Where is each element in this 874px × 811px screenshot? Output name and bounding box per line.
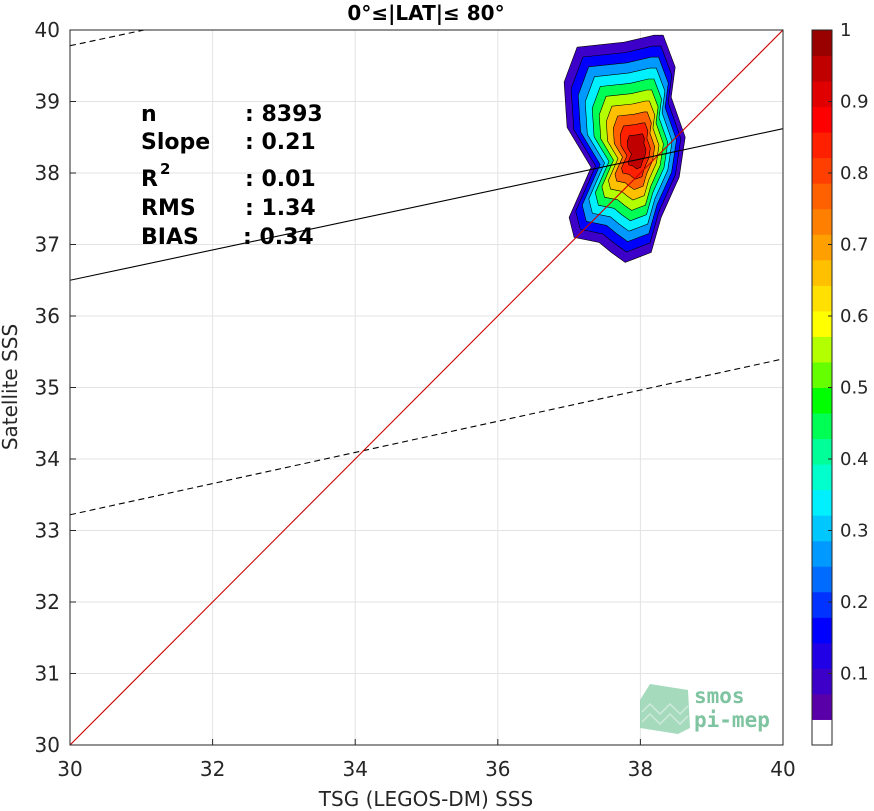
lower-envelope-line xyxy=(70,358,783,516)
colorbar-tick-label: 0.4 xyxy=(840,449,869,470)
colorbar-tick-label: 0.3 xyxy=(840,521,869,542)
contour-level xyxy=(626,133,647,170)
y-tick-label: 35 xyxy=(35,376,60,400)
x-tick-label: 36 xyxy=(485,757,510,781)
x-tick-label: 40 xyxy=(770,757,795,781)
reference-lines xyxy=(70,30,783,745)
y-tick-label: 39 xyxy=(35,90,60,114)
density-field xyxy=(563,34,686,263)
x-tick-label: 38 xyxy=(628,757,653,781)
colorbar-tick-label: 0.2 xyxy=(840,592,869,613)
stat-slope-label: Slope xyxy=(141,130,210,155)
density-contours xyxy=(563,34,686,263)
stat-rms-value: : 1.34 xyxy=(245,196,316,221)
colorbar-band xyxy=(812,208,832,235)
chart-title: 0°≤|LAT|≤ 80° xyxy=(347,1,504,25)
y-tick-label: 36 xyxy=(35,304,60,328)
colorbar-band xyxy=(812,336,832,363)
y-tick-label: 40 xyxy=(35,18,60,42)
stat-rms-label: RMS xyxy=(141,196,196,221)
x-tick-label: 34 xyxy=(342,757,367,781)
colorbar-band xyxy=(812,617,832,644)
y-tick-label: 31 xyxy=(35,662,60,686)
stat-bias-label: BIAS xyxy=(141,225,199,250)
stat-bias-value: : 0.34 xyxy=(243,225,314,250)
smos-pi-mep-logo: smos pi-mep xyxy=(640,684,770,734)
colorbar-tick-label: 0.5 xyxy=(840,378,869,399)
colorbar-band xyxy=(812,183,832,210)
colorbar-band xyxy=(812,668,832,695)
colorbar-band xyxy=(812,464,832,491)
stat-r2-label: R xyxy=(141,167,158,192)
colorbar-band xyxy=(812,361,832,388)
colorbar-tick-label: 1 xyxy=(840,20,851,41)
colorbar-band xyxy=(812,540,832,567)
stat-slope-value: : 0.21 xyxy=(245,130,316,155)
colorbar-tick-label: 0.9 xyxy=(840,92,869,113)
y-axis-ticks: 30 31 32 33 34 35 36 37 38 39 40 xyxy=(35,18,76,757)
stat-r2-superscript: 2 xyxy=(160,160,170,178)
colorbar-band xyxy=(812,234,832,261)
y-tick-label: 30 xyxy=(35,733,60,757)
colorbar-band xyxy=(812,81,832,108)
colorbar-band xyxy=(812,55,832,82)
colorbar: 0.1 0.2 0.3 0.4 0.5 0.6 0.7 0.8 0.9 1 xyxy=(811,20,869,746)
colorbar-band xyxy=(812,566,832,593)
stats-box: n : 8393 Slope : 0.21 R 2 : 0.01 RMS : 1… xyxy=(141,102,323,250)
logo-wave-line xyxy=(641,702,689,716)
colorbar-band xyxy=(812,30,832,57)
y-tick-label: 37 xyxy=(35,233,60,257)
logo-wave-line xyxy=(641,712,689,726)
stat-n-value: : 8393 xyxy=(245,102,323,127)
colorbar-band xyxy=(812,438,832,465)
regression-line xyxy=(70,128,783,281)
colorbar-tick-label: 0.1 xyxy=(840,664,869,685)
colorbar-band xyxy=(812,693,832,720)
stat-n-label: n xyxy=(141,102,157,127)
colorbar-band xyxy=(812,719,832,746)
y-axis-label: Satellite SSS xyxy=(0,324,22,450)
colorbar-band xyxy=(812,106,832,133)
colorbar-band xyxy=(812,387,832,414)
x-axis-ticks: 30 32 34 36 38 40 xyxy=(57,739,796,781)
y-tick-label: 38 xyxy=(35,161,60,185)
colorbar-band xyxy=(812,157,832,184)
identity-line xyxy=(70,30,783,745)
colorbar-band xyxy=(812,642,832,669)
colorbar-band xyxy=(812,591,832,618)
x-tick-label: 32 xyxy=(200,757,225,781)
colorbar-band xyxy=(812,132,832,159)
y-tick-label: 33 xyxy=(35,519,60,543)
colorbar-tick-label: 0.7 xyxy=(840,235,869,256)
colorbar-band xyxy=(812,310,832,337)
x-tick-label: 30 xyxy=(57,757,82,781)
colorbar-band xyxy=(812,413,832,440)
colorbar-tick-label: 0.6 xyxy=(840,306,869,327)
stat-r2-value: : 0.01 xyxy=(245,167,316,192)
colorbar-band xyxy=(812,285,832,312)
y-tick-label: 34 xyxy=(35,447,60,471)
x-axis-label: TSG (LEGOS-DM) SSS xyxy=(318,787,533,811)
colorbar-band xyxy=(812,259,832,286)
colorbar-band xyxy=(812,515,832,542)
y-tick-label: 32 xyxy=(35,590,60,614)
logo-text-pi-mep: pi-mep xyxy=(694,708,770,732)
logo-text-smos: smos xyxy=(694,684,745,708)
colorbar-band xyxy=(812,489,832,516)
colorbar-tick-label: 0.8 xyxy=(840,163,869,184)
